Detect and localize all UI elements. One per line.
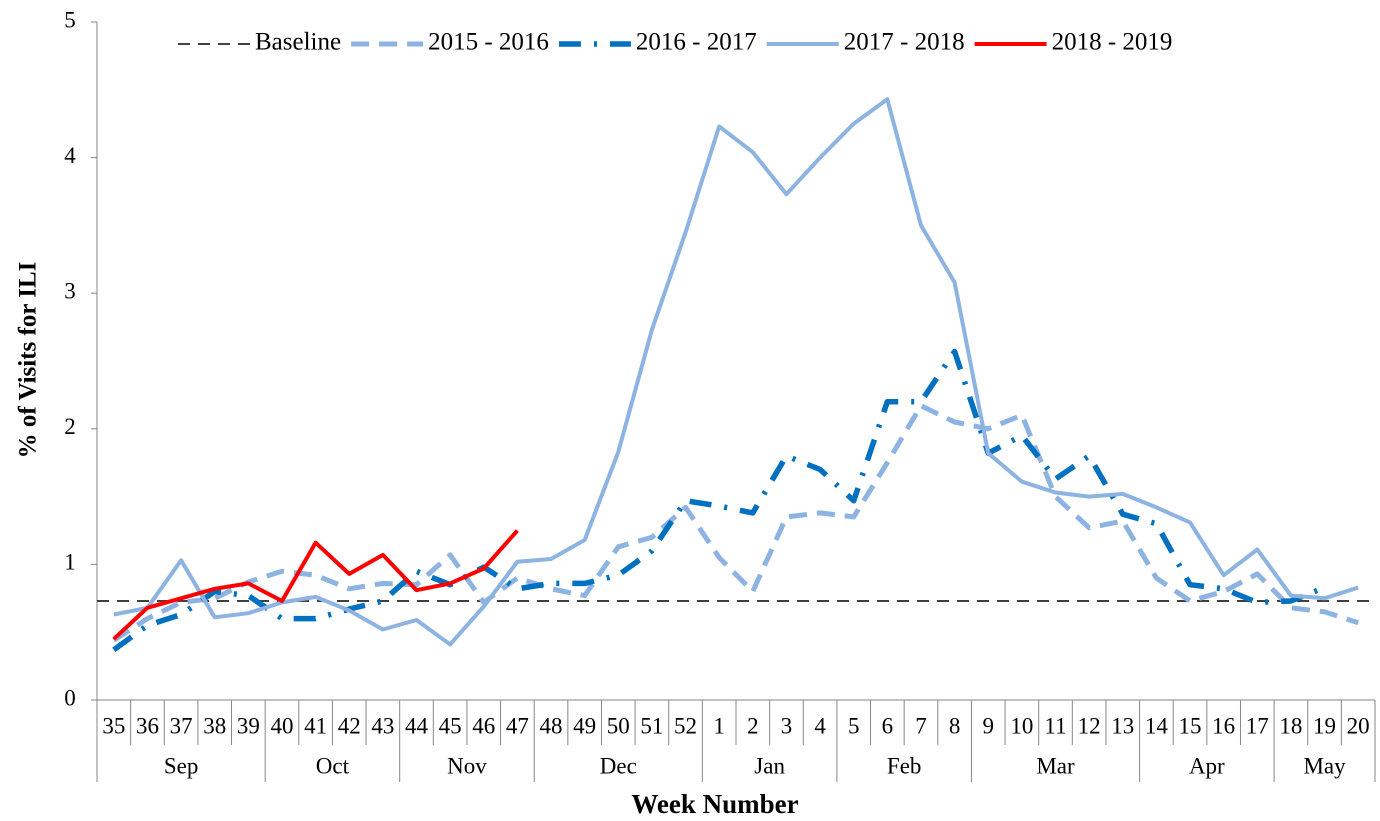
x-tick-label: 9	[982, 713, 994, 738]
x-tick-label: 50	[607, 713, 630, 738]
x-tick-label: 52	[674, 713, 697, 738]
x-tick-label: 48	[540, 713, 563, 738]
x-tick-label: 37	[170, 713, 193, 738]
x-tick-label: 40	[270, 713, 293, 738]
y-tick-label: 0	[64, 685, 76, 710]
x-tick-label: 4	[814, 713, 826, 738]
y-tick-label: 4	[64, 143, 76, 168]
series-line	[112, 403, 1359, 643]
x-tick-label: 39	[237, 713, 260, 738]
x-tick-label: 15	[1179, 713, 1202, 738]
x-group-label: May	[1303, 753, 1346, 778]
x-group-label: Sep	[164, 753, 199, 778]
x-tick-label: 45	[439, 713, 462, 738]
y-tick-label: 3	[64, 278, 76, 303]
legend-label: 2018 - 2019	[1052, 29, 1173, 56]
x-tick-label: 47	[506, 713, 529, 738]
x-tick-label: 2	[747, 713, 759, 738]
x-tick-label: 49	[573, 713, 596, 738]
x-group-label: Jan	[754, 753, 785, 778]
x-tick-label: 43	[371, 713, 394, 738]
x-tick-label: 46	[472, 713, 495, 738]
legend-label: 2017 - 2018	[844, 29, 965, 56]
x-tick-label: 7	[915, 713, 927, 738]
x-tick-label: 41	[304, 713, 327, 738]
y-tick-label: 5	[64, 7, 76, 32]
x-tick-label: 17	[1246, 713, 1269, 738]
x-tick-label: 44	[405, 713, 429, 738]
x-group-label: Mar	[1036, 753, 1075, 778]
y-axis-title: % of Visits for ILI	[15, 262, 42, 459]
x-group-label: Oct	[316, 753, 350, 778]
x-group-label: Apr	[1189, 753, 1225, 778]
x-tick-label: 5	[848, 713, 860, 738]
x-tick-label: 14	[1145, 713, 1169, 738]
x-group-label: Feb	[887, 753, 922, 778]
x-tick-label: 36	[136, 713, 159, 738]
x-tick-label: 35	[102, 713, 125, 738]
x-tick-label: 8	[949, 713, 961, 738]
y-tick-label: 1	[64, 550, 76, 575]
x-tick-label: 20	[1347, 713, 1370, 738]
x-tick-label: 6	[882, 713, 894, 738]
x-tick-label: 3	[781, 713, 793, 738]
x-tick-label: 19	[1313, 713, 1336, 738]
x-tick-label: 42	[338, 713, 361, 738]
series-line	[112, 529, 519, 641]
x-tick-label: 11	[1044, 713, 1066, 738]
y-tick-label: 2	[64, 414, 76, 439]
legend-label: 2015 - 2016	[428, 29, 549, 56]
x-tick-label: 18	[1279, 713, 1302, 738]
x-group-label: Dec	[600, 753, 637, 778]
x-tick-label: 12	[1078, 713, 1101, 738]
x-axis-title: Week Number	[631, 789, 798, 819]
x-tick-label: 10	[1010, 713, 1033, 738]
legend-label: Baseline	[255, 29, 341, 56]
x-tick-label: 38	[203, 713, 226, 738]
x-tick-label: 16	[1212, 713, 1235, 738]
x-tick-label: 51	[640, 713, 663, 738]
x-tick-label: 1	[713, 713, 725, 738]
x-tick-label: 13	[1111, 713, 1134, 738]
legend-label: 2016 - 2017	[636, 29, 757, 56]
series-line	[113, 97, 1359, 647]
x-group-label: Nov	[447, 753, 487, 778]
series-line	[112, 348, 1326, 653]
